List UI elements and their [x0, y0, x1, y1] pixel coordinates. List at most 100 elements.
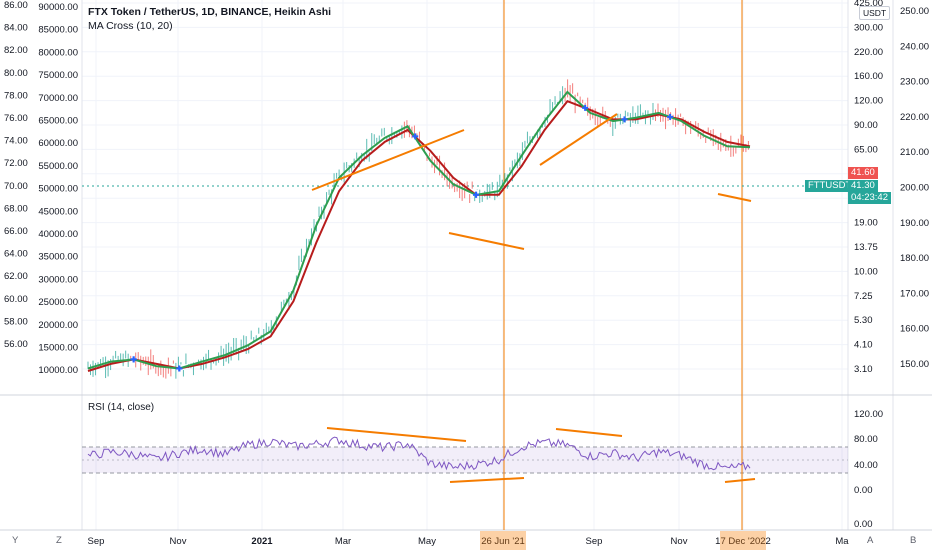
- cross-marker: [412, 133, 419, 140]
- left-axis-a-tick: 72.00: [4, 158, 28, 169]
- rsi-axis-tick: 80.00: [854, 434, 878, 445]
- rsi-trendline-1[interactable]: [326, 427, 467, 442]
- left-axis-b-tick: 10000.00: [38, 365, 78, 376]
- right-axis-price-tick: 300.00: [854, 22, 883, 33]
- left-axis-b-tick: 60000.00: [38, 138, 78, 149]
- axis-labels: 86.00 84.00 82.00 80.00 78.00 76.00 74.00 72.00…: [4, 0, 929, 547]
- right-axis-price-tick: 10.00: [854, 266, 878, 277]
- time-marker-december-box: [720, 531, 766, 550]
- left-axis-a-tick: 56.00: [4, 339, 28, 350]
- left-axis-b-tick: 70000.00: [38, 93, 78, 104]
- indicator-label[interactable]: MA Cross (10, 20): [88, 20, 173, 32]
- right-axis-price-tick: 5.30: [854, 315, 873, 326]
- ma-fast-line: [87, 90, 751, 370]
- left-axis-a-tick: 58.00: [4, 316, 28, 327]
- ma-value-badge: 41.60: [848, 167, 878, 179]
- trendline-4[interactable]: [717, 193, 752, 202]
- right-axis-price-tick: 4.10: [854, 340, 873, 351]
- left-axis-b-tick: 35000.00: [38, 252, 78, 263]
- time-axis-tick: May: [418, 536, 436, 547]
- left-axis-b-tick: 55000.00: [38, 161, 78, 172]
- right-axis-b-tick: 200.00: [900, 183, 929, 194]
- time-marker-june-box: [480, 531, 526, 550]
- left-axis-a-tick: 62.00: [4, 271, 28, 282]
- cross-marker: [176, 365, 183, 372]
- rsi-line: [87, 436, 751, 471]
- z-axis-toggle[interactable]: Z: [56, 535, 62, 546]
- left-axis-b-tick: 85000.00: [38, 25, 78, 36]
- left-axis-b-tick: 25000.00: [38, 297, 78, 308]
- left-axis-a-tick: 86.00: [4, 0, 28, 11]
- left-axis-a-tick: 82.00: [4, 45, 28, 56]
- left-axis-b-tick: 40000.00: [38, 229, 78, 240]
- currency-button[interactable]: USDT: [859, 6, 891, 20]
- left-axis-b-tick: 75000.00: [38, 70, 78, 81]
- left-axis-a-tick: 66.00: [4, 226, 28, 237]
- left-axis-b-tick: 20000.00: [38, 320, 78, 331]
- cross-marker: [473, 191, 480, 198]
- trendline-annotations[interactable]: [311, 113, 756, 483]
- b-scale-toggle[interactable]: B: [910, 535, 917, 546]
- time-axis-tick: 26 Jun '21: [481, 536, 525, 547]
- ma-cross-markers: [130, 104, 674, 372]
- cross-marker: [582, 104, 589, 111]
- right-axis-b-tick: 250.00: [900, 6, 929, 17]
- left-axis-a-tick: 70.00: [4, 181, 28, 192]
- left-axis-a-tick: 64.00: [4, 249, 28, 260]
- right-axis-b-tick: 150.00: [900, 359, 929, 370]
- time-axis-tick: Nov: [671, 536, 688, 547]
- cross-marker: [667, 113, 674, 120]
- chart-title: FTX Token / TetherUS, 1D, BINANCE, Heiki…: [88, 6, 332, 18]
- left-axis-b-tick: 50000.00: [38, 184, 78, 195]
- left-axis-a-tick: 76.00: [4, 113, 28, 124]
- time-axis-tick: 2021: [251, 536, 273, 547]
- ma-slow-line: [87, 100, 751, 372]
- left-axis-b-tick: 45000.00: [38, 206, 78, 217]
- right-axis-price-tick: 425.00: [854, 0, 883, 9]
- rsi-axis-tick: 40.00: [854, 460, 878, 471]
- time-axis-tick: Sep: [88, 536, 105, 547]
- rsi-trendline-4[interactable]: [724, 478, 756, 483]
- left-axis-b-tick: 15000.00: [38, 343, 78, 354]
- right-axis-price-tick: 90.00: [854, 120, 878, 131]
- left-axis-b-tick: 80000.00: [38, 47, 78, 58]
- time-axis-tick: Ma: [835, 536, 849, 547]
- right-axis-price-tick: 3.10: [854, 364, 873, 375]
- right-axis-price-tick: 65.00: [854, 144, 878, 155]
- right-axis-b-tick: 210.00: [900, 147, 929, 158]
- rsi-axis-tick: 120.00: [854, 409, 883, 420]
- y-axis-toggle[interactable]: Y: [12, 535, 19, 546]
- rsi-trendline-2[interactable]: [449, 477, 525, 483]
- right-axis-price-tick: 160.00: [854, 71, 883, 82]
- rsi-trendline-3[interactable]: [555, 428, 623, 437]
- left-axis-a-tick: 84.00: [4, 23, 28, 34]
- cross-marker: [621, 116, 628, 123]
- cross-marker: [130, 356, 137, 363]
- last-price-badge: 41.30: [848, 180, 878, 192]
- trendline-2[interactable]: [448, 232, 525, 250]
- left-axis-a-tick: 68.00: [4, 203, 28, 214]
- countdown-badge: 04:23:42: [848, 192, 891, 204]
- time-axis-tick: Nov: [170, 536, 187, 547]
- left-axis-b-tick: 30000.00: [38, 274, 78, 285]
- rsi-label[interactable]: RSI (14, close): [88, 402, 155, 413]
- right-axis-b-tick: 190.00: [900, 218, 929, 229]
- time-axis-tick: Sep: [586, 536, 603, 547]
- left-axis-b-tick: 90000.00: [38, 2, 78, 13]
- trendline-1[interactable]: [311, 129, 465, 191]
- symbol-badge: FTTUSDT: [805, 180, 855, 192]
- chart-header: FTX Token / TetherUS, 1D, BINANCE, Heiki…: [88, 5, 331, 33]
- right-axis-b-tick: 160.00: [900, 324, 929, 335]
- right-axis-price-tick: 220.00: [854, 47, 883, 58]
- right-axis-price-tick: 13.75: [854, 242, 878, 253]
- auto-scale-toggle[interactable]: A: [867, 535, 874, 546]
- right-axis-b-tick: 240.00: [900, 41, 929, 52]
- time-axis-tick: Mar: [335, 536, 351, 547]
- trendline-3[interactable]: [539, 113, 618, 166]
- right-axis-b-tick: 180.00: [900, 253, 929, 264]
- right-axis-b-tick: 230.00: [900, 77, 929, 88]
- right-axis-b-tick: 170.00: [900, 288, 929, 299]
- rsi-axis-tick: 0.00: [854, 485, 873, 496]
